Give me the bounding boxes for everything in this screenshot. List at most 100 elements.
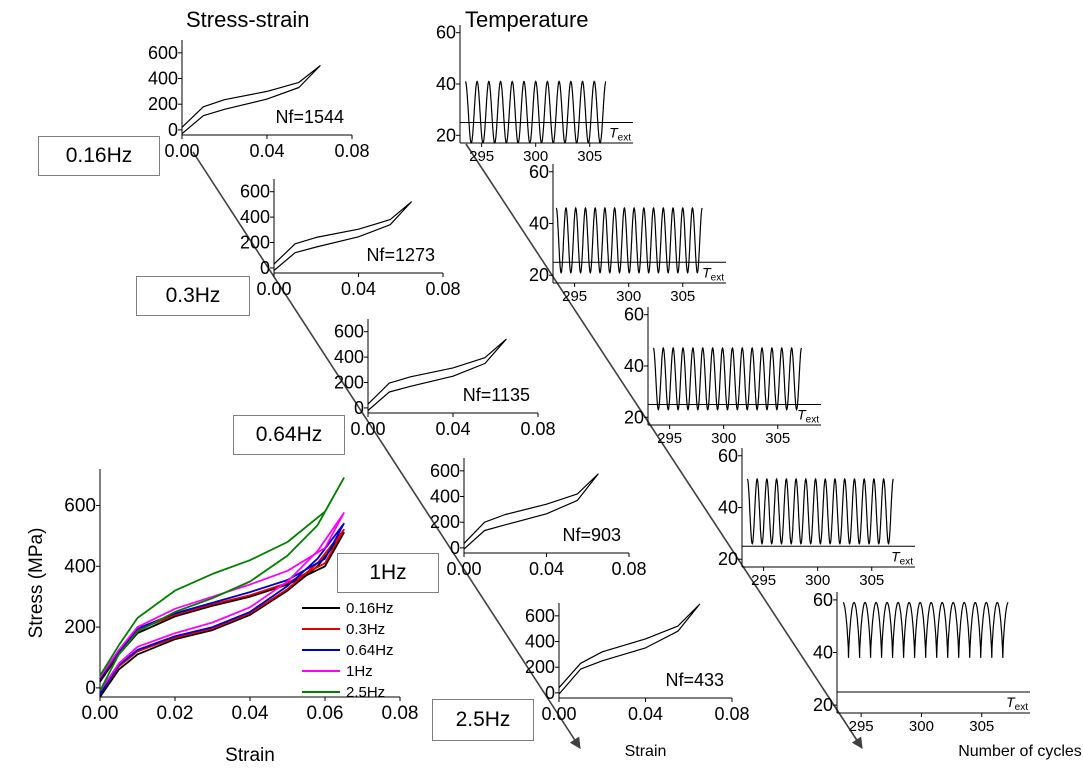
x-tick-label: 0.04 xyxy=(529,559,564,579)
x-tick-label: 0.00 xyxy=(350,419,385,439)
x-tick-label: 0.04 xyxy=(435,419,470,439)
temperature-oscillation xyxy=(842,601,1009,658)
frequency-label-1hz: 1Hz xyxy=(337,553,439,593)
y-tick-label: 600 xyxy=(148,43,178,63)
y-tick-label: 60 xyxy=(813,590,833,610)
x-tick-label: 300 xyxy=(523,148,548,165)
loop-0-3Hz xyxy=(273,201,412,271)
x-tick-label: 0.00 xyxy=(164,141,199,161)
panel-2: 0 200 400 600 0.00 0.04 0.08 Nf=1273 xyxy=(240,179,461,299)
temperature-oscillation xyxy=(555,206,703,275)
y-axis-label: Stress (MPa) xyxy=(26,528,47,639)
text-label-subscript: ext xyxy=(900,556,914,567)
text-label-subscript: ext xyxy=(1015,702,1029,713)
y-tick-label: 40 xyxy=(813,643,833,663)
text-label-subscript: ext xyxy=(618,132,632,143)
panel-1: 0 200 400 600 0.00 0.04 0.08 Nf=1544 xyxy=(148,40,370,161)
x-tick-label: 0.08 xyxy=(334,141,369,161)
x-tick-label: 0.08 xyxy=(520,419,555,439)
nf-annotation: Nf=433 xyxy=(665,670,724,690)
diagonal-arrow-temperature xyxy=(465,143,863,749)
loop-1Hz xyxy=(463,473,599,550)
y-tick-label: 60 xyxy=(624,305,644,325)
y-tick-label: 20 xyxy=(813,695,833,715)
x-tick-label: 0.00 xyxy=(446,559,481,579)
y-tick-label: 400 xyxy=(240,207,270,227)
y-tick-label: 60 xyxy=(718,446,738,466)
x-tick-label: 300 xyxy=(616,288,641,305)
temperature-oscillation xyxy=(746,477,894,546)
panel-0: 0 200 400 600 0.00 0.02 0.04 0.06 0.08 Strain Stre… xyxy=(26,469,418,766)
loop-0-64Hz xyxy=(367,338,507,411)
y-tick-label: 200 xyxy=(240,233,270,253)
x-tick-label: 295 xyxy=(562,288,587,305)
x-tick-label: 305 xyxy=(859,572,884,589)
y-tick-label: 600 xyxy=(64,495,96,516)
y-tick-label: 400 xyxy=(64,556,96,577)
text-label: Text xyxy=(609,124,631,143)
loop-1Hz xyxy=(99,512,345,692)
legend-label: 1Hz xyxy=(346,663,373,680)
x-tick-label: 0.04 xyxy=(628,704,663,724)
y-tick-label: 200 xyxy=(334,373,364,393)
legend-label: 0.64Hz xyxy=(346,642,394,659)
y-tick-label: 0 xyxy=(545,683,555,703)
x-tick-label: 0.00 xyxy=(256,279,291,299)
text-label-subscript: ext xyxy=(711,272,725,283)
x-tick-label: 0.06 xyxy=(307,703,344,724)
legend-label: 0.16Hz xyxy=(346,600,394,617)
x-axis-label: Number of cycles xyxy=(958,743,1082,760)
temperature-oscillation xyxy=(464,80,607,144)
text-label-subscript: ext xyxy=(806,414,820,425)
y-tick-label: 200 xyxy=(64,617,96,638)
y-tick-label: 400 xyxy=(148,69,178,89)
y-tick-label: 200 xyxy=(148,94,178,114)
y-tick-label: 600 xyxy=(240,182,270,202)
panel-10: 20 40 60 295 300 305 Text Number of cycles xyxy=(813,590,1082,760)
legend-label: 0.3Hz xyxy=(346,621,385,638)
x-tick-label: 0.04 xyxy=(341,279,376,299)
panel-9: 20 40 60 295 300 305 Text xyxy=(718,446,915,589)
y-tick-label: 600 xyxy=(430,461,460,481)
text-label: Text xyxy=(702,264,724,283)
y-tick-label: 0 xyxy=(260,258,270,278)
y-tick-label: 0 xyxy=(354,398,364,418)
nf-annotation: Nf=1273 xyxy=(366,245,435,265)
x-tick-label: 0.08 xyxy=(425,279,460,299)
x-tick-label: 300 xyxy=(805,572,830,589)
frequency-label-2-5hz: 2.5Hz xyxy=(432,699,534,741)
y-tick-label: 60 xyxy=(436,23,456,43)
nf-annotation: Nf=1135 xyxy=(463,385,530,405)
panel-4: 0 200 400 600 0.00 0.04 0.08 Nf=903 xyxy=(430,458,647,579)
x-tick-label: 305 xyxy=(969,718,994,735)
y-tick-label: 400 xyxy=(334,347,364,367)
stress-strain-title: Stress-strain xyxy=(186,7,310,32)
x-tick-label: 300 xyxy=(711,430,736,447)
loop-2-5Hz xyxy=(99,477,345,692)
nf-annotation: Nf=1544 xyxy=(275,107,344,127)
y-tick-label: 20 xyxy=(718,549,738,569)
x-tick-label: 305 xyxy=(670,288,695,305)
x-tick-label: 0.02 xyxy=(157,703,194,724)
text-label: Text xyxy=(891,548,913,567)
frequency-label-0-3hz: 0.3Hz xyxy=(136,276,250,316)
y-tick-label: 20 xyxy=(624,407,644,427)
loop-0-16Hz xyxy=(99,531,345,698)
x-tick-label: 0.00 xyxy=(541,704,576,724)
y-tick-label: 40 xyxy=(718,498,738,518)
x-tick-label: 305 xyxy=(765,430,790,447)
panel-6: 20 40 60 295 300 305 Text xyxy=(436,23,633,165)
y-tick-label: 600 xyxy=(334,322,364,342)
y-tick-label: 200 xyxy=(525,657,555,677)
y-tick-label: 0 xyxy=(450,538,460,558)
y-tick-label: 400 xyxy=(525,632,555,652)
frequency-label-0-64hz: 0.64Hz xyxy=(233,415,345,455)
loop-2-5Hz xyxy=(558,603,701,695)
y-tick-label: 60 xyxy=(529,162,549,182)
x-tick-label: 0.00 xyxy=(82,703,119,724)
y-tick-label: 40 xyxy=(624,356,644,376)
x-axis-label: Strain xyxy=(625,743,667,760)
x-tick-label: 0.04 xyxy=(249,141,284,161)
